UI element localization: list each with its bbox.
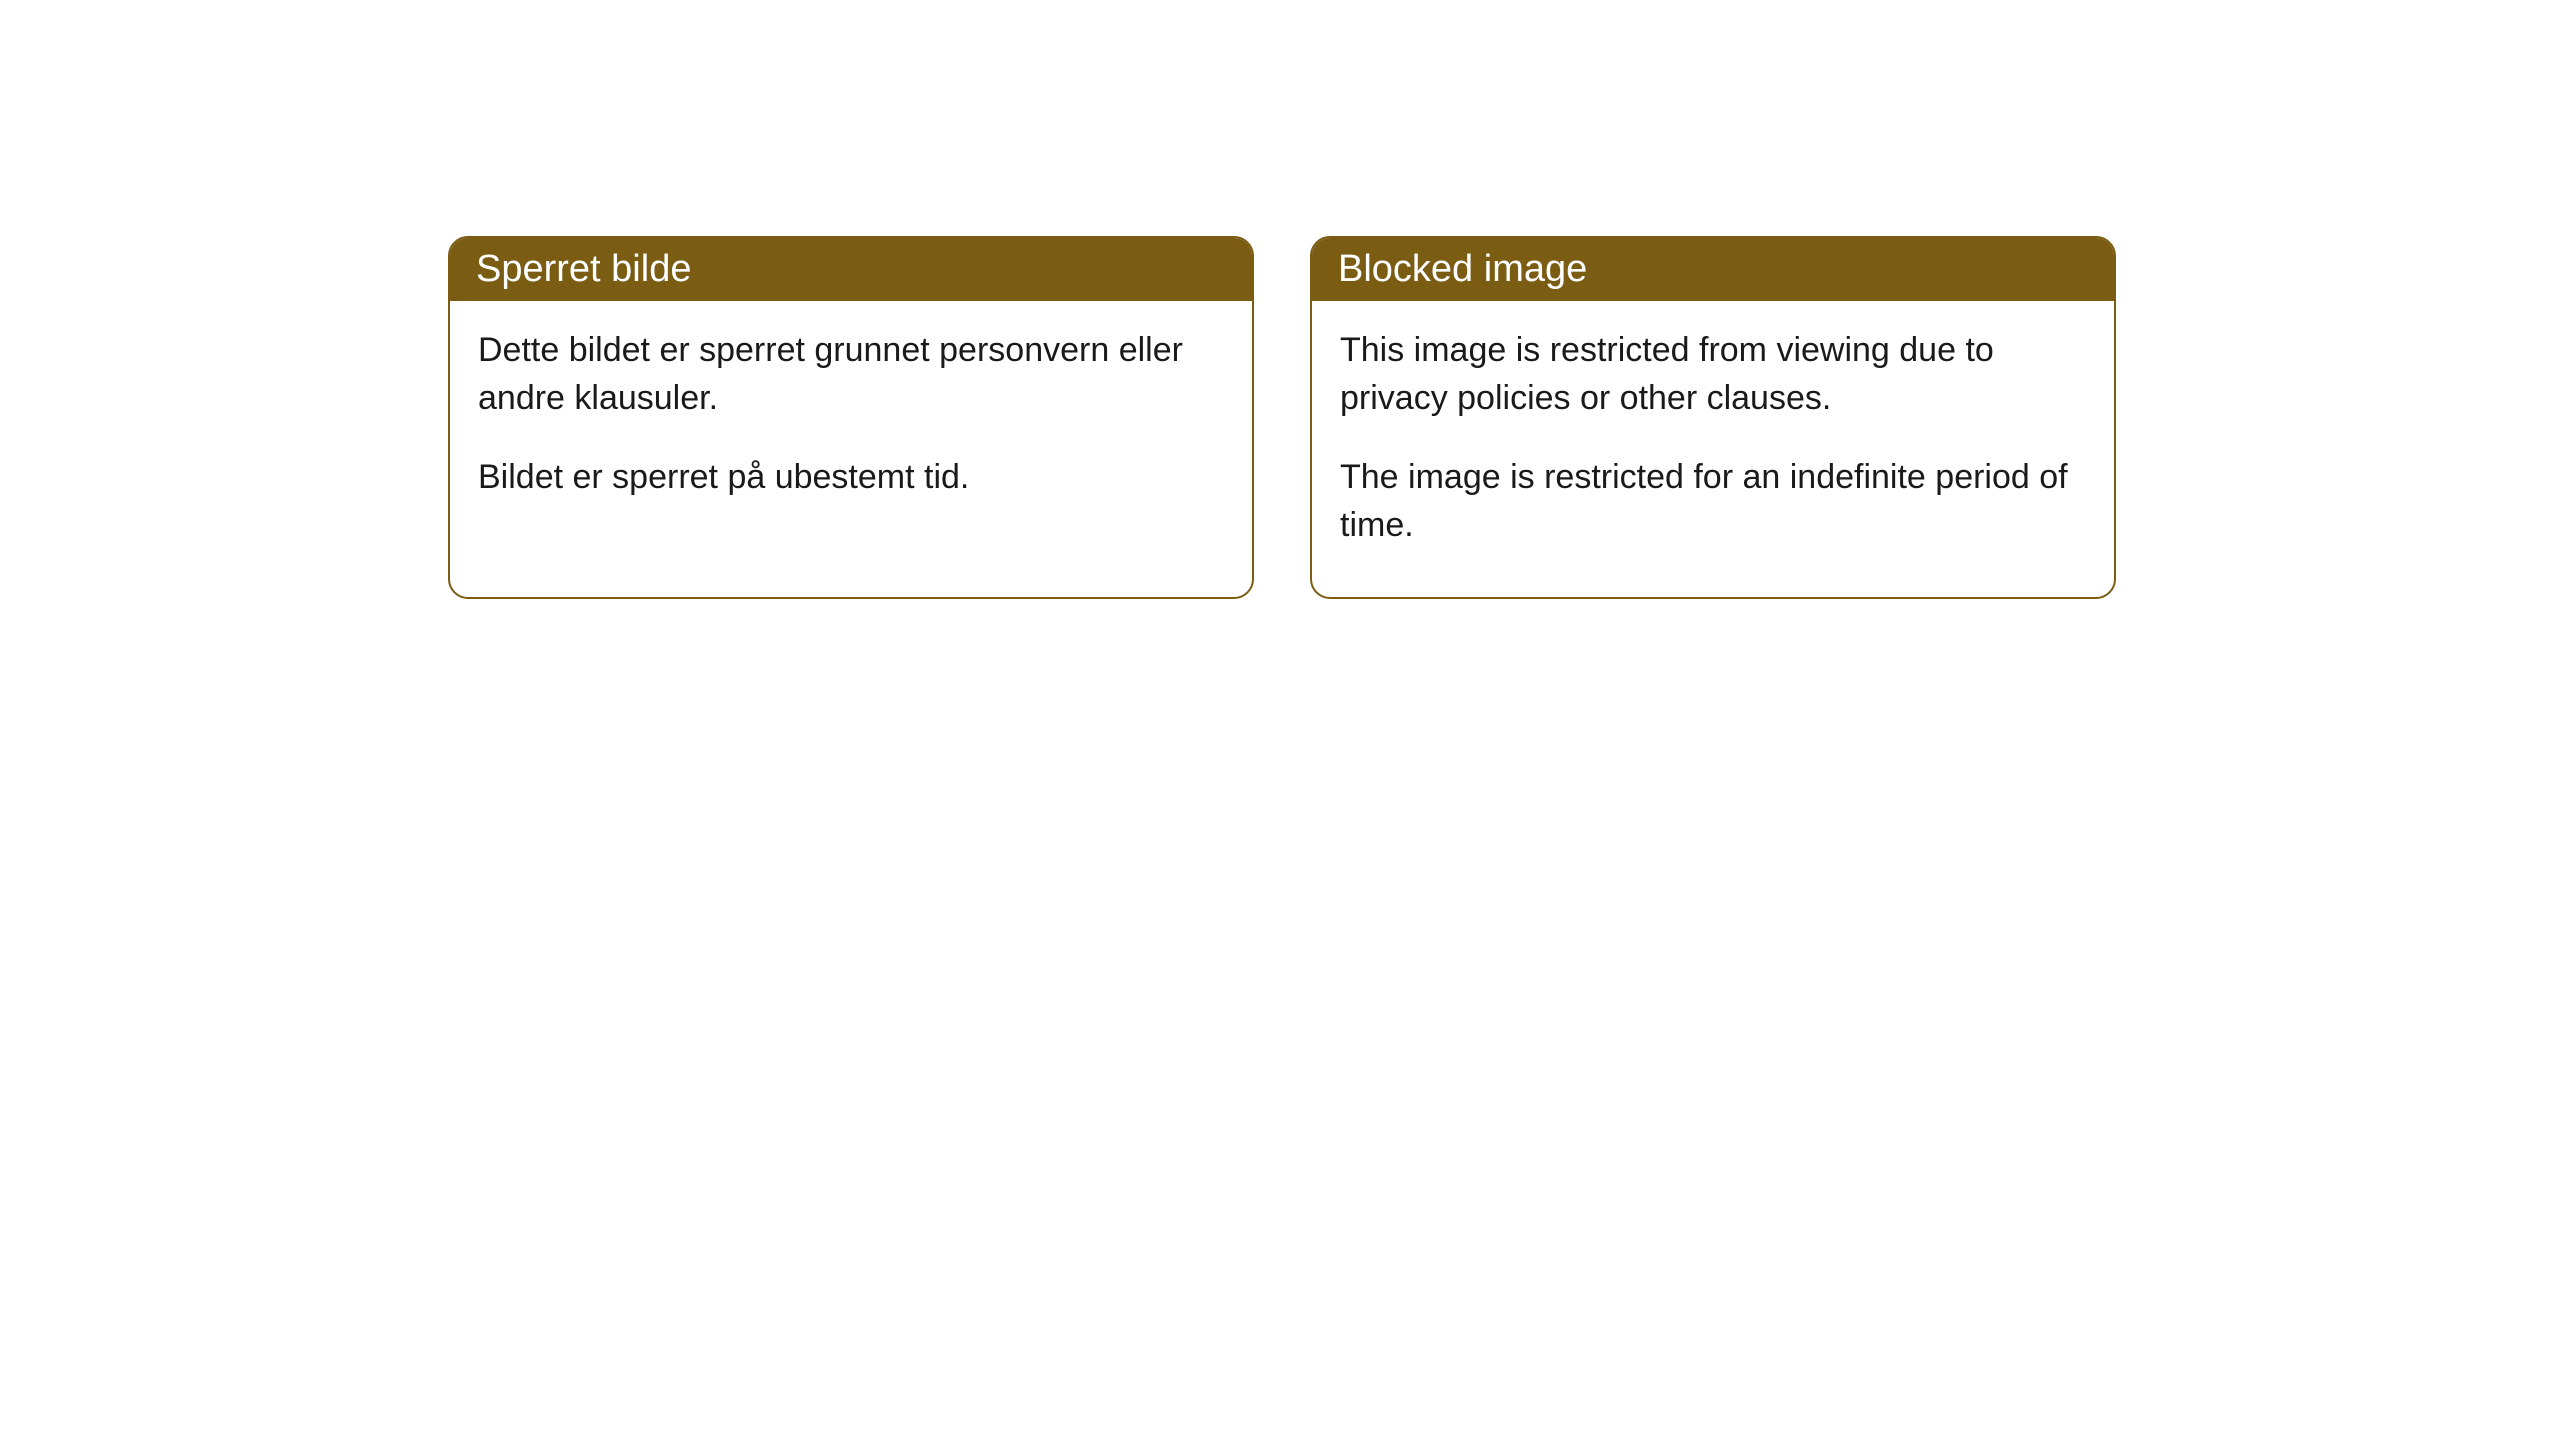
card-paragraph: Dette bildet er sperret grunnet personve… [478, 327, 1224, 422]
card-paragraph: The image is restricted for an indefinit… [1340, 454, 2086, 549]
card-body: Dette bildet er sperret grunnet personve… [450, 301, 1252, 550]
blocked-image-card-english: Blocked image This image is restricted f… [1310, 236, 2116, 599]
blocked-image-card-norwegian: Sperret bilde Dette bildet er sperret gr… [448, 236, 1254, 599]
notice-cards-container: Sperret bilde Dette bildet er sperret gr… [448, 236, 2560, 599]
card-body: This image is restricted from viewing du… [1312, 301, 2114, 597]
card-title: Blocked image [1338, 248, 1587, 290]
card-paragraph: Bildet er sperret på ubestemt tid. [478, 454, 1224, 502]
card-header: Blocked image [1312, 238, 2114, 301]
card-paragraph: This image is restricted from viewing du… [1340, 327, 2086, 422]
card-title: Sperret bilde [476, 248, 691, 290]
card-header: Sperret bilde [450, 238, 1252, 301]
